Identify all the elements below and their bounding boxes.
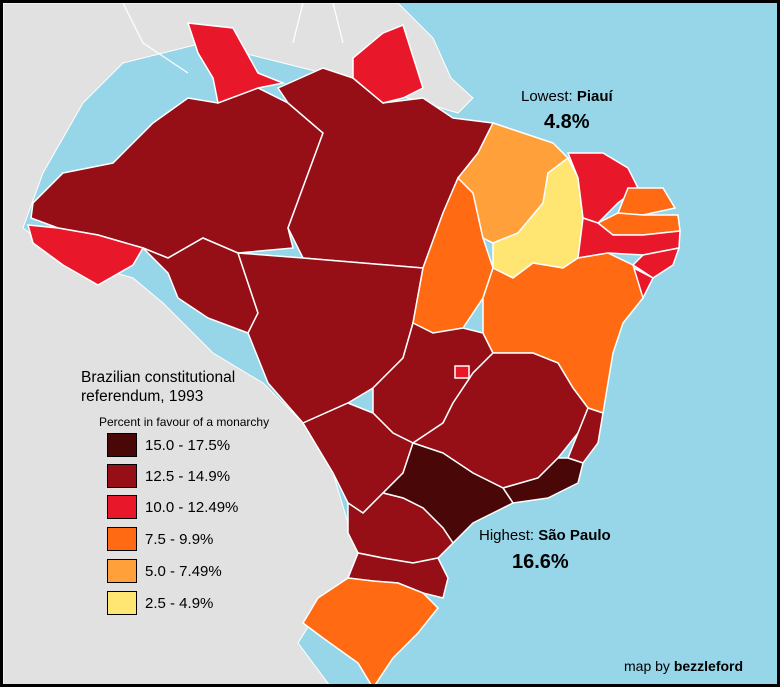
brazil-map [3, 3, 777, 684]
highest-state: São Paulo [538, 527, 611, 544]
legend-title: Brazilian constitutional referendum, 199… [81, 369, 236, 405]
legend-label: 7.5 - 9.9% [145, 530, 214, 548]
lowest-label: Lowest: [521, 88, 573, 105]
state-rio-grande-do-sul [302, 577, 440, 684]
legend-item: 5.0 - 7.49% [107, 559, 222, 583]
state-alagoas [631, 247, 681, 279]
lowest-value: 4.8% [544, 111, 590, 133]
state-mato-grosso [236, 252, 424, 424]
legend-item: 2.5 - 4.9% [107, 591, 213, 615]
legend-label: 5.0 - 7.49% [145, 562, 222, 580]
legend-item: 7.5 - 9.9% [107, 527, 213, 551]
legend-swatch [107, 527, 137, 551]
legend-label: 10.0 - 12.49% [145, 498, 239, 516]
legend-swatch [107, 495, 137, 519]
state-rio-grande-do-norte [616, 187, 677, 216]
state-amapa [352, 24, 424, 104]
legend-item: 10.0 - 12.49% [107, 495, 238, 519]
lowest-state: Piauí [576, 88, 613, 105]
legend-label: 15.0 - 17.5% [145, 436, 231, 454]
legend-item: 12.5 - 14.9% [107, 464, 230, 488]
credit-prefix: map by [624, 658, 670, 674]
legend-item: 15.0 - 17.5% [107, 433, 230, 457]
legend-swatch [107, 591, 137, 615]
lowest-callout-label: Lowest: Piauí [521, 88, 613, 105]
state-ceara [566, 152, 639, 224]
legend-swatch [107, 464, 137, 488]
credit-author: bezzleford [673, 658, 744, 674]
highest-label: Highest: [479, 527, 535, 544]
legend-label: 2.5 - 4.9% [145, 594, 214, 612]
legend-swatch [107, 433, 137, 457]
legend-label: 12.5 - 14.9% [145, 467, 231, 485]
state-acre [26, 224, 145, 286]
highest-callout-label: Highest: São Paulo [479, 527, 611, 544]
legend-swatch [107, 559, 137, 583]
guiana-border [122, 3, 344, 74]
state-roraima [186, 22, 286, 105]
highest-value: 16.6% [512, 551, 569, 573]
legend-subtitle: Percent in favour of a monarchy [99, 415, 270, 429]
federal-district [454, 365, 470, 379]
map-credit: map by bezzleford [624, 658, 743, 674]
